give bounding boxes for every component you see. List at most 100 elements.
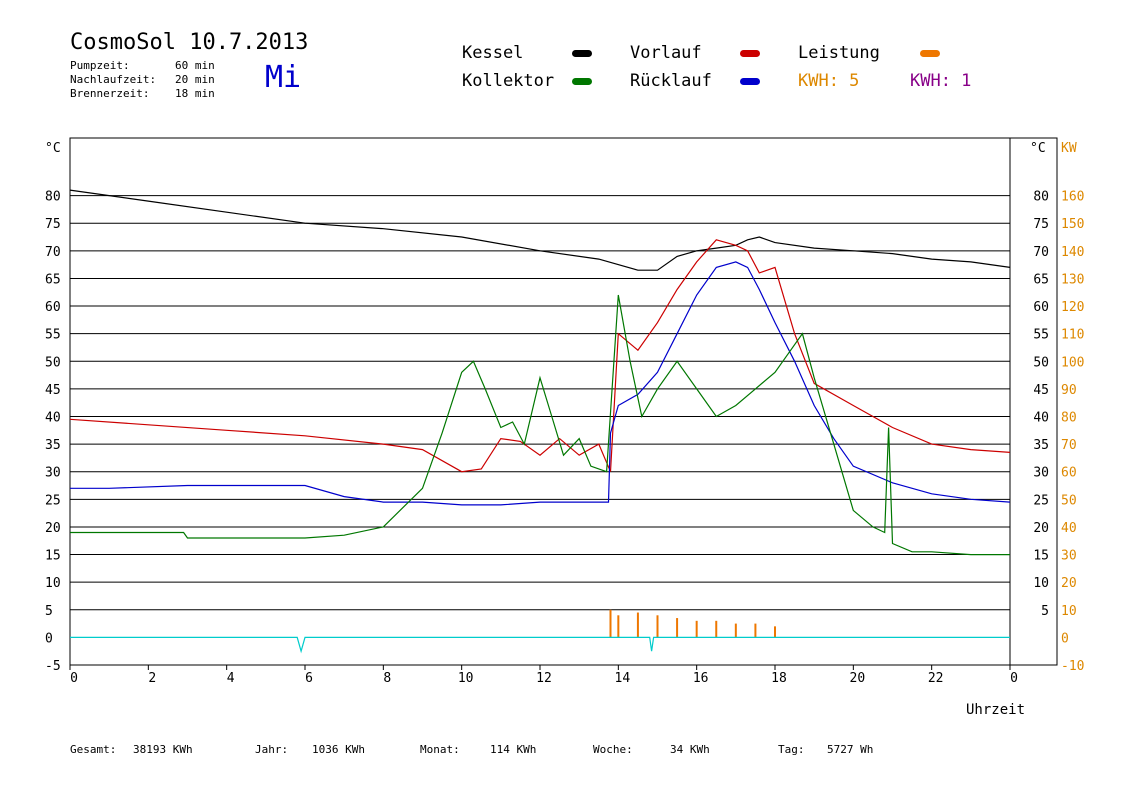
series-ruecklauf	[70, 261, 1011, 506]
kw-tick-label: 0	[1061, 631, 1069, 646]
y-tick-label-left: 45	[45, 383, 61, 398]
y-tick-label-right: 25	[1033, 493, 1049, 508]
y-tick-label-right: 60	[1033, 300, 1049, 315]
series-vorlauf	[69, 239, 1011, 473]
info-pumpzeit-label: Pumpzeit:	[70, 59, 130, 72]
kw-tick-label: 50	[1061, 493, 1077, 508]
y-tick-label-left: 20	[45, 521, 61, 536]
footer-woche-label: Woche:	[593, 743, 633, 756]
y-tick-label-right: 55	[1033, 328, 1049, 343]
y-tick-label-right: 70	[1033, 245, 1049, 260]
info-nachlaufzeit-label: Nachlaufzeit:	[70, 73, 157, 86]
y-tick-label-left: 10	[45, 576, 61, 591]
y-tick-label-left: 30	[45, 466, 61, 481]
y-tick-label-left: 40	[45, 411, 61, 426]
info-brennerzeit-value: 18 min	[175, 87, 215, 100]
info-nachlaufzeit-value: 20 min	[175, 73, 215, 86]
footer-jahr-label: Jahr:	[255, 743, 289, 756]
y-tick-label-right: 15	[1033, 549, 1049, 564]
kw-tick-label: 160	[1061, 190, 1084, 205]
legend-ruecklauf-swatch	[740, 78, 760, 85]
kw-tick-label: 60	[1061, 466, 1077, 481]
y-tick-label-left: 70	[45, 245, 61, 260]
y-tick-label-left: 25	[45, 493, 61, 508]
y-tick-label-left: 55	[45, 328, 61, 343]
y-unit-right: °C	[1030, 141, 1046, 156]
footer-monat-value: 114 KWh	[490, 743, 537, 756]
legend-kollektor-swatch	[572, 78, 592, 85]
weekday-label: Mi	[265, 60, 302, 95]
x-tick-label: 14	[615, 671, 631, 686]
legend-leistung-label: Leistung	[798, 43, 880, 63]
y-unit-left: °C	[45, 141, 61, 156]
x-tick-label: 12	[536, 671, 552, 686]
kw-tick-label: 40	[1061, 521, 1077, 536]
y-tick-label-left: 0	[45, 631, 53, 646]
x-axis-label: Uhrzeit	[966, 702, 1025, 718]
y-tick-label-right: 30	[1033, 466, 1049, 481]
kw-tick-label: 30	[1061, 549, 1077, 564]
legend-ruecklauf-label: Rücklauf	[630, 71, 712, 91]
info-pumpzeit-value: 60 min	[175, 59, 215, 72]
y-tick-label-left: 75	[45, 217, 61, 232]
kw-tick-label: 150	[1061, 217, 1084, 232]
x-tick-label: 4	[227, 671, 235, 686]
kw-tick-label: 130	[1061, 272, 1084, 287]
x-tick-label: 6	[305, 671, 313, 686]
y-tick-label-right: 45	[1033, 383, 1049, 398]
legend-kessel-swatch	[572, 50, 592, 57]
footer-gesamt-label: Gesamt:	[70, 743, 117, 756]
series-kessel	[69, 189, 1011, 271]
kw-tick-label: 10	[1061, 604, 1077, 619]
chart-title: CosmoSol 10.7.2013	[70, 30, 309, 55]
x-tick-label: 0	[1010, 671, 1018, 686]
y-tick-label-left: 35	[45, 438, 61, 453]
kw-tick-label: -10	[1061, 659, 1084, 674]
y-tick-label-right: 65	[1033, 272, 1049, 287]
y-tick-label-right: 40	[1033, 411, 1049, 426]
kw-tick-label: 140	[1061, 245, 1084, 260]
y-tick-label-left: 60	[45, 300, 61, 315]
x-tick-label: 8	[383, 671, 391, 686]
legend-kollektor-label: Kollektor	[462, 71, 555, 91]
x-tick-label: 10	[458, 671, 474, 686]
kw-tick-label: 20	[1061, 576, 1077, 591]
legend-leistung-swatch	[920, 50, 940, 57]
legend-vorlauf-label: Vorlauf	[630, 43, 702, 63]
x-tick-label: 20	[850, 671, 866, 686]
legend-kwh-burner: KWH: 1	[910, 71, 972, 91]
y-tick-label-right: 20	[1033, 521, 1049, 536]
y-tick-label-right: 10	[1033, 576, 1049, 591]
kw-tick-label: 70	[1061, 438, 1077, 453]
x-tick-label: 18	[771, 671, 787, 686]
footer-monat-label: Monat:	[420, 743, 460, 756]
footer-tag-label: Tag:	[778, 743, 805, 756]
plot-frame	[69, 137, 1058, 666]
legend-kessel-label: Kessel	[462, 43, 524, 63]
footer-woche-value: 34 KWh	[670, 743, 710, 756]
y-tick-label-left: 15	[45, 549, 61, 564]
x-tick-label: 16	[693, 671, 709, 686]
y-tick-label-left: 5	[45, 604, 53, 619]
footer-tag-value: 5727 Wh	[827, 743, 874, 756]
x-tick-label: 22	[928, 671, 944, 686]
kw-tick-label: 80	[1061, 411, 1077, 426]
kw-tick-label: 100	[1061, 355, 1084, 370]
legend-kwh-solar: KWH: 5	[798, 71, 860, 91]
footer-gesamt-value: 38193 KWh	[133, 743, 193, 756]
y-tick-label-right: 35	[1033, 438, 1049, 453]
y-tick-label-right: 80	[1033, 190, 1049, 205]
info-brennerzeit-label: Brennerzeit:	[70, 87, 150, 100]
kw-tick-label: 120	[1061, 300, 1084, 315]
y-tick-label-left: 50	[45, 355, 61, 370]
kw-tick-label: 90	[1061, 383, 1077, 398]
y-tick-label-right: 5	[1041, 604, 1049, 619]
x-tick-label: 2	[148, 671, 156, 686]
series-pumpe	[70, 636, 1010, 654]
x-tick-label: 0	[70, 671, 78, 686]
series-kollektor	[70, 294, 1010, 556]
y-tick-label-right: 75	[1033, 217, 1049, 232]
legend-vorlauf-swatch	[740, 50, 760, 57]
y-unit-kw: KW	[1061, 141, 1077, 156]
